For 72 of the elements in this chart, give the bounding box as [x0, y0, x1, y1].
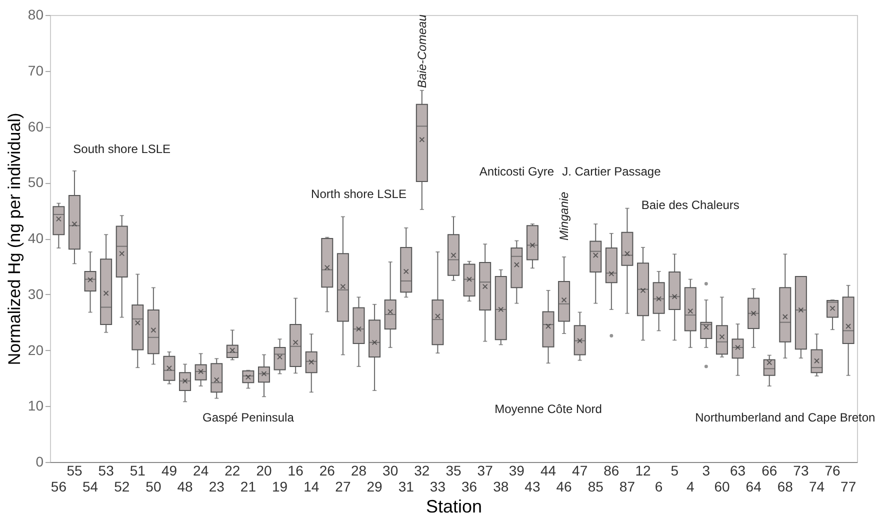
x-tick-label: 12 — [635, 462, 652, 478]
x-tick-label: 39 — [508, 462, 525, 478]
x-tick-label: 32 — [414, 462, 430, 478]
x-tick-label: 68 — [777, 478, 794, 494]
x-tick-label: 22 — [224, 462, 240, 478]
x-tick-label: 6 — [654, 478, 663, 494]
x-tick-label: 16 — [288, 462, 304, 478]
x-tick-label: 51 — [130, 462, 146, 478]
annotation: Gaspé Peninsula — [202, 410, 294, 424]
x-tick-label: 31 — [398, 478, 414, 494]
x-tick-label: 73 — [793, 462, 809, 478]
x-tick-label: 60 — [714, 478, 730, 494]
annotation: Minganie — [557, 191, 572, 240]
y-tick-label: 40 — [28, 230, 44, 246]
x-tick-label: 74 — [808, 478, 825, 494]
x-tick-label: 64 — [746, 478, 762, 494]
annotation: South shore LSLE — [73, 142, 171, 156]
y-tick-label: 10 — [28, 398, 44, 414]
x-tick-label: 50 — [146, 478, 162, 494]
x-tick-label: 47 — [572, 462, 588, 478]
x-tick-label: 52 — [114, 478, 130, 494]
x-tick-label: 63 — [730, 462, 746, 478]
y-tick-label: 70 — [28, 62, 44, 78]
x-tick-label: 77 — [840, 478, 856, 494]
annotation: Baie-Comeau — [414, 14, 429, 88]
x-tick-label: 14 — [304, 478, 320, 494]
y-tick-label: 80 — [28, 6, 44, 22]
x-tick-label: 43 — [524, 478, 540, 494]
annotation: Moyenne Côte Nord — [494, 402, 602, 416]
x-tick-label: 21 — [240, 478, 256, 494]
x-tick-label: 4 — [686, 478, 694, 494]
x-tick-label: 85 — [588, 478, 604, 494]
annotation: Baie des Chaleurs — [641, 198, 740, 212]
y-tick-label: 50 — [28, 174, 44, 190]
annotation: Northumberland and Cape Breton — [695, 410, 876, 424]
x-tick-label: 49 — [161, 462, 178, 478]
x-tick-label: 44 — [540, 462, 556, 478]
x-tick-label: 19 — [272, 478, 288, 494]
x-tick-label: 56 — [50, 478, 67, 494]
y-tick-label: 30 — [28, 286, 44, 302]
x-tick-label: 36 — [462, 478, 478, 494]
x-tick-label: 29 — [366, 478, 383, 494]
x-tick-label: 20 — [256, 462, 272, 478]
x-tick-label: 86 — [604, 462, 620, 478]
x-tick-label: 3 — [702, 462, 710, 478]
x-tick-label: 28 — [350, 462, 367, 478]
x-tick-label: 35 — [446, 462, 462, 478]
x-tick-label: 53 — [98, 462, 114, 478]
x-tick-label: 66 — [762, 462, 778, 478]
x-tick-label: 76 — [824, 462, 841, 478]
x-tick-label: 33 — [430, 478, 446, 494]
y-tick-label: 20 — [28, 342, 44, 358]
x-tick-label: 30 — [382, 462, 398, 478]
x-tick-label: 87 — [619, 478, 636, 494]
x-tick-label: 23 — [208, 478, 225, 494]
annotation: J. Cartier Passage — [562, 164, 662, 178]
x-tick-label: 5 — [670, 462, 679, 478]
x-tick-label: 37 — [477, 462, 494, 478]
y-tick-label: 0 — [36, 454, 44, 470]
annotation: North shore LSLE — [311, 186, 406, 201]
x-tick-label: 54 — [82, 478, 98, 494]
x-tick-label: 38 — [493, 478, 509, 494]
annotation: Anticosti Gyre — [479, 164, 554, 178]
x-tick-label: 27 — [335, 478, 351, 494]
x-tick-label: 24 — [193, 462, 209, 478]
y-tick-label: 60 — [28, 118, 44, 134]
x-axis-title: Station — [426, 496, 482, 516]
x-tick-label: 26 — [319, 462, 336, 478]
y-axis-title: Normalized Hg (ng per individual) — [4, 112, 24, 366]
x-tick-label: 48 — [177, 478, 194, 494]
x-tick-label: 55 — [66, 462, 82, 478]
x-tick-label: 46 — [556, 478, 572, 494]
